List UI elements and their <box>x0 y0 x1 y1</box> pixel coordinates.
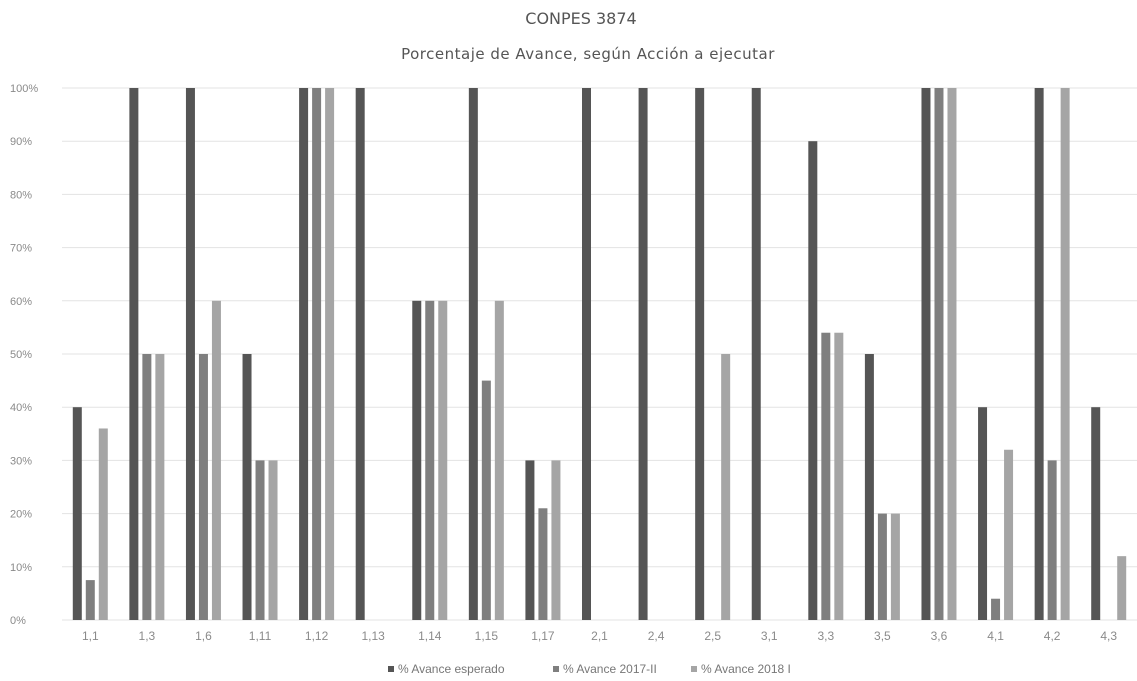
legend-label: % Avance 2017-II <box>563 662 657 676</box>
x-tick-label: 1,11 <box>249 629 272 643</box>
y-tick-label: 70% <box>10 243 32 255</box>
x-tick-label: 4,1 <box>987 629 1004 643</box>
y-tick-label: 90% <box>10 136 32 148</box>
bar <box>1034 88 1044 620</box>
x-tick-label: 1,14 <box>418 629 442 643</box>
bar <box>991 598 1001 620</box>
x-tick-label: 3,1 <box>761 629 778 643</box>
bar <box>299 88 309 620</box>
x-tick-label: 3,5 <box>874 629 891 643</box>
grid-lines <box>62 87 1137 621</box>
bar <box>468 88 478 620</box>
y-tick-label: 10% <box>10 562 32 574</box>
bar <box>877 513 887 620</box>
bars <box>72 88 1127 620</box>
bar <box>1091 407 1101 620</box>
x-tick-label: 2,1 <box>591 629 608 643</box>
bar <box>438 300 448 620</box>
bar <box>155 354 165 620</box>
bar <box>1060 88 1070 620</box>
bar <box>864 354 874 620</box>
bar <box>129 88 139 620</box>
legend-swatch <box>691 666 697 672</box>
bar <box>211 300 221 620</box>
bar <box>255 460 265 620</box>
bar <box>355 88 365 620</box>
bar <box>98 428 108 620</box>
x-tick-label: 3,6 <box>931 629 948 643</box>
bar <box>425 300 435 620</box>
bar <box>1047 460 1057 620</box>
bar <box>268 460 278 620</box>
x-tick-label: 2,5 <box>704 629 721 643</box>
bar <box>412 300 422 620</box>
legend-label: % Avance 2018 I <box>701 662 791 676</box>
bar <box>142 354 152 620</box>
bar <box>1004 449 1014 620</box>
y-tick-label: 40% <box>10 402 32 414</box>
x-tick-label: 1,12 <box>305 629 329 643</box>
bar <box>934 88 944 620</box>
bar <box>551 460 561 620</box>
bar <box>821 332 831 620</box>
bar <box>695 88 705 620</box>
bar <box>312 88 322 620</box>
bar <box>721 354 731 620</box>
y-axis-ticks: 0% 10% 20% 30% 40% 50% 60% 70% 80% 90% 100% <box>10 83 38 627</box>
x-axis-ticks: 1,1 1,3 1,6 1,11 1,12 1,13 1,14 1,15 1,17 2,1 2,4 2… <box>82 629 1117 643</box>
bar <box>808 141 818 620</box>
bar <box>494 300 504 620</box>
bar <box>582 88 591 620</box>
bar <box>72 407 82 620</box>
bar <box>538 508 548 620</box>
bar <box>978 407 988 620</box>
bar <box>751 88 761 620</box>
x-tick-label: 4,3 <box>1100 629 1117 643</box>
x-tick-label: 1,15 <box>475 629 499 643</box>
bar <box>525 460 535 620</box>
bar <box>185 88 195 620</box>
bar <box>834 332 844 620</box>
legend-swatch <box>388 666 394 672</box>
x-tick-label: 3,3 <box>817 629 834 643</box>
x-tick-label: 1,17 <box>531 629 555 643</box>
bar <box>638 88 648 620</box>
legend-label: % Avance esperado <box>398 662 505 676</box>
bar <box>198 354 208 620</box>
y-tick-label: 100% <box>10 83 38 95</box>
y-tick-label: 60% <box>10 296 32 308</box>
y-tick-label: 0% <box>10 615 26 627</box>
y-tick-label: 80% <box>10 189 32 201</box>
bar <box>85 580 95 620</box>
y-tick-label: 50% <box>10 349 32 361</box>
x-tick-label: 1,13 <box>362 629 386 643</box>
legend: % Avance esperado % Avance 2017-II % Avanc… <box>388 662 791 676</box>
y-tick-label: 30% <box>10 455 32 467</box>
bar <box>242 354 252 620</box>
bar <box>481 380 491 620</box>
bar <box>921 88 931 620</box>
y-tick-label: 20% <box>10 509 32 521</box>
chart-title: CONPES 3874 <box>525 9 636 28</box>
x-tick-label: 2,4 <box>648 629 665 643</box>
x-tick-label: 1,1 <box>82 629 99 643</box>
bar <box>947 88 957 620</box>
x-tick-label: 1,3 <box>139 629 156 643</box>
chart-subtitle: Porcentaje de Avance, según Acción a eje… <box>401 45 775 63</box>
legend-swatch <box>553 666 559 672</box>
bar <box>325 88 335 620</box>
bar <box>890 513 900 620</box>
x-tick-label: 1,6 <box>195 629 212 643</box>
x-tick-label: 4,2 <box>1044 629 1061 643</box>
bar <box>1117 556 1127 620</box>
